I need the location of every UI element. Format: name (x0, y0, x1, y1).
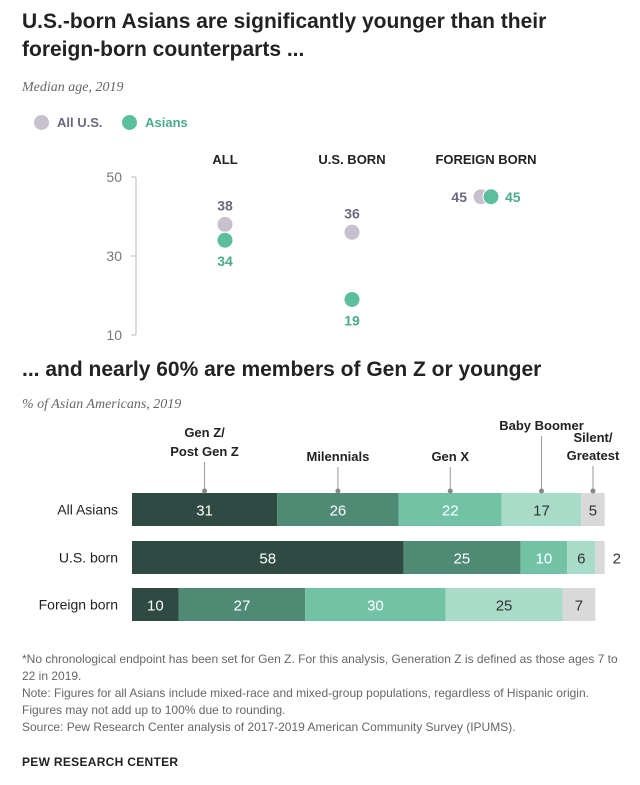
category-label: FOREIGN BORN (435, 152, 536, 167)
note-text: Note: Figures for all Asians include mix… (22, 686, 589, 717)
source-text: Source: Pew Research Center analysis of … (22, 720, 516, 734)
row-label: Foreign born (39, 597, 118, 613)
series-header-label: Post Gen Z (170, 444, 239, 459)
legend-label-asians: Asians (145, 115, 188, 130)
dot-plot-median-age: 50 30 10 ALL U.S. BORN FOREIGN BORN 38 34 36 19 45… (106, 152, 536, 343)
bar-value-label: 26 (330, 503, 347, 520)
segment-millennials (403, 541, 521, 574)
org-logo-text: PEW RESEARCH CENTER (22, 755, 179, 769)
leader-dot (202, 488, 208, 494)
y-tick-label: 10 (106, 327, 122, 343)
segment-gen-z (132, 541, 404, 574)
leader-dot (539, 488, 544, 494)
leader-dot (447, 488, 453, 494)
data-label-all-us: 45 (451, 189, 467, 205)
segment-millennials (277, 493, 399, 526)
legend: All U.S. Asians (34, 115, 204, 133)
dot-asians (482, 188, 500, 206)
chart-subtitle-generations: % of Asian Americans, 2019 (22, 397, 182, 412)
data-label-asians: 45 (505, 189, 521, 205)
bar-value-label: 7 (575, 598, 583, 615)
stacked-bar-generations: All Asians 31 26 22 17 5 U.S. born 58 25 10 6 2 Fore… (39, 418, 621, 621)
segment-gen-x (520, 541, 568, 574)
data-label-asians: 19 (344, 312, 360, 328)
segment-gen-x (398, 493, 502, 526)
leader-dot (335, 488, 341, 494)
segment-baby-boomer (445, 588, 563, 621)
bar-value-label: 31 (196, 503, 213, 520)
chart-title-generations: ... and nearly 60% are members of Gen Z … (22, 358, 542, 381)
bar-value-label: 6 (577, 551, 585, 568)
series-header-label: Baby Boomer (499, 418, 584, 433)
row-label: U.S. born (59, 550, 118, 566)
segment-baby-boomer (567, 541, 596, 574)
legend-dot-all-us (34, 115, 49, 130)
segment-gen-z (132, 588, 179, 621)
segment-silent (595, 541, 605, 574)
chart-title-median-age: U.S.-born Asians are significantly young… (22, 10, 547, 61)
dot-all-us (343, 223, 361, 241)
bar-value-label: 5 (589, 503, 597, 520)
bar-value-label: 30 (367, 598, 384, 615)
chart-subtitle-median-age: Median age, 2019 (22, 80, 124, 95)
gen-z-footnote: *No chronological endpoint has been set … (22, 652, 618, 683)
y-tick-label: 50 (106, 169, 122, 185)
leader-dot (590, 488, 596, 494)
bar-value-label: 25 (454, 551, 471, 568)
series-header-label: Milennials (306, 449, 369, 464)
series-header-label: Gen X (431, 449, 469, 464)
y-tick-label: 30 (106, 248, 122, 264)
category-label: ALL (212, 152, 237, 167)
legend-dot-asians (122, 115, 138, 130)
bar-value-label: 10 (147, 598, 164, 615)
bar-value-label: 22 (442, 503, 459, 520)
segment-millennials (178, 588, 306, 621)
series-header-label: Silent/ (573, 430, 612, 445)
bar-value-label: 25 (496, 598, 513, 615)
segment-silent (581, 493, 605, 526)
legend-item-all-us: All U.S. (34, 115, 103, 130)
legend-item-asians: Asians (122, 115, 188, 130)
bar-value-label: 27 (234, 598, 251, 615)
row-label: All Asians (57, 502, 118, 518)
series-header-label: Gen Z/ (184, 425, 225, 440)
segment-silent (562, 588, 596, 621)
legend-label-all-us: All U.S. (57, 115, 103, 130)
footnotes: *No chronological endpoint has been set … (22, 651, 632, 736)
bar-value-label: 17 (533, 503, 550, 520)
segment-gen-z (132, 493, 278, 526)
data-label-all-us: 38 (217, 197, 233, 213)
segment-baby-boomer (501, 493, 582, 526)
category-label: U.S. BORN (318, 152, 385, 167)
data-label-asians: 34 (217, 253, 233, 269)
data-label-all-us: 36 (344, 205, 360, 221)
series-header-label: Greatest (567, 448, 620, 463)
bar-value-label: 10 (535, 551, 552, 568)
dot-asians (343, 290, 361, 308)
bar-value-label: 2 (613, 551, 621, 568)
segment-gen-x (305, 588, 446, 621)
dot-all-us (216, 215, 234, 233)
bar-value-label: 58 (259, 551, 276, 568)
dot-asians (216, 231, 234, 249)
